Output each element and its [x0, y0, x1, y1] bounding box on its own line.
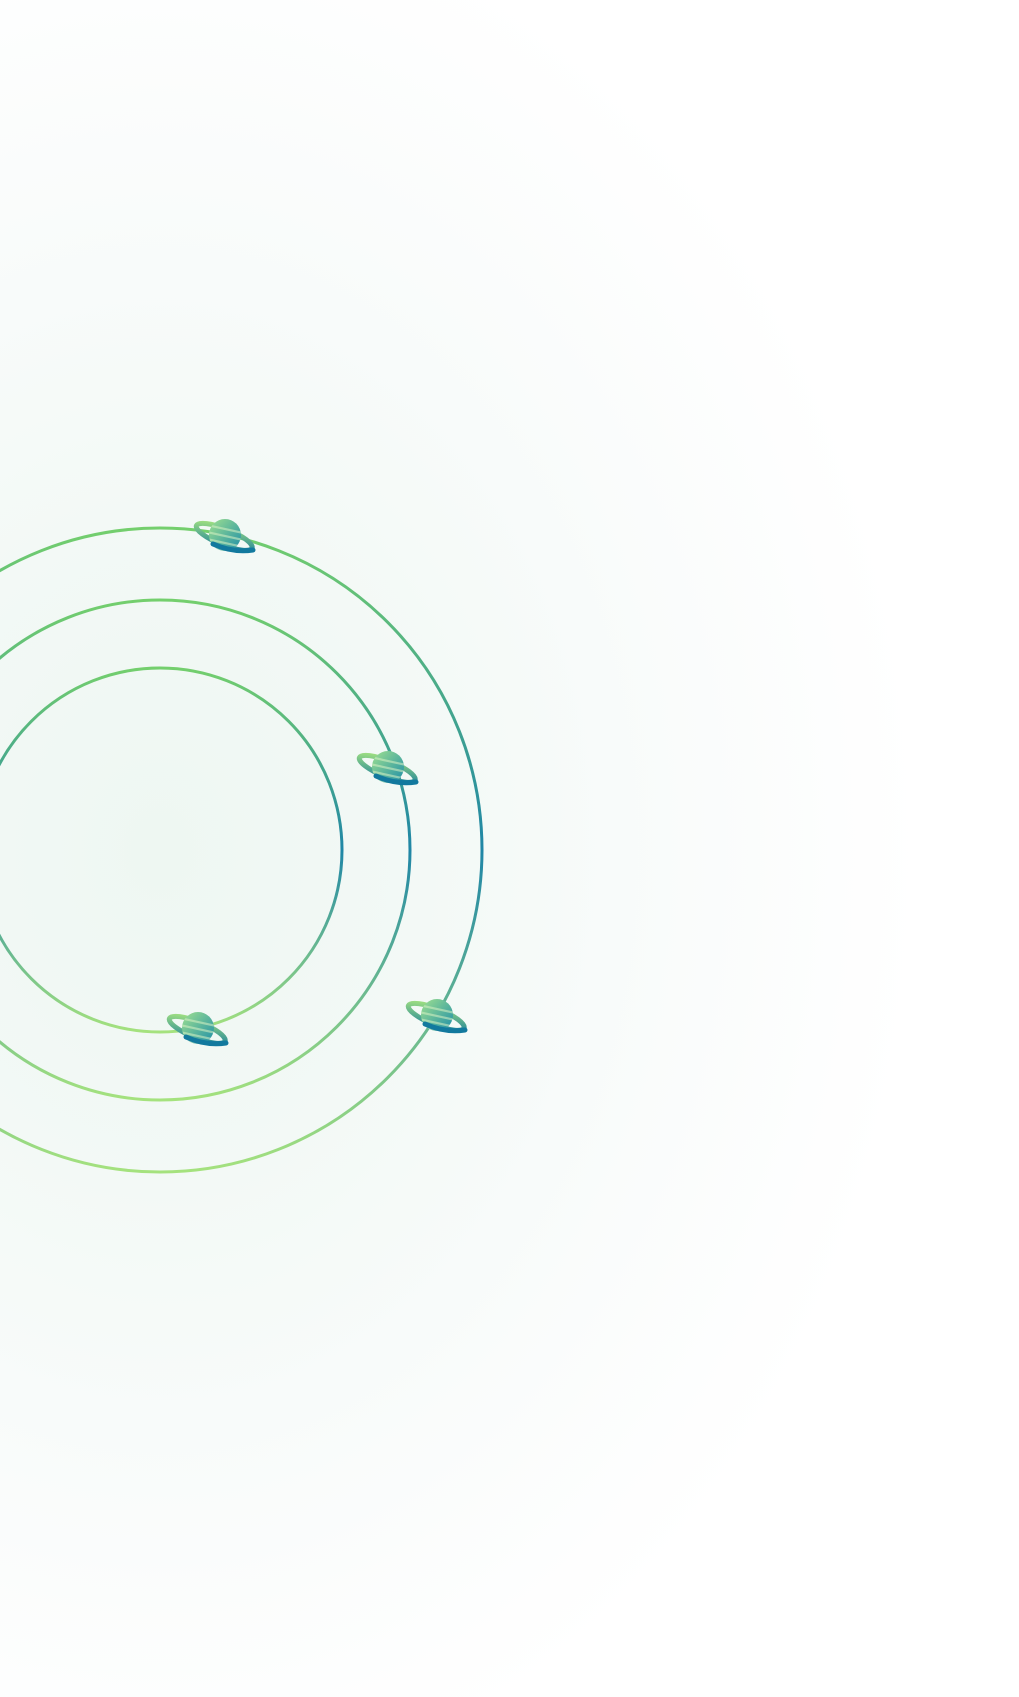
planet-icon [405, 998, 467, 1035]
planet-icon [356, 750, 418, 787]
inner-orbit [0, 666, 344, 1034]
middle-orbit [0, 598, 412, 1102]
outer-orbit [0, 526, 484, 1174]
planet-icon [193, 518, 255, 555]
planet-icon [166, 1011, 228, 1048]
